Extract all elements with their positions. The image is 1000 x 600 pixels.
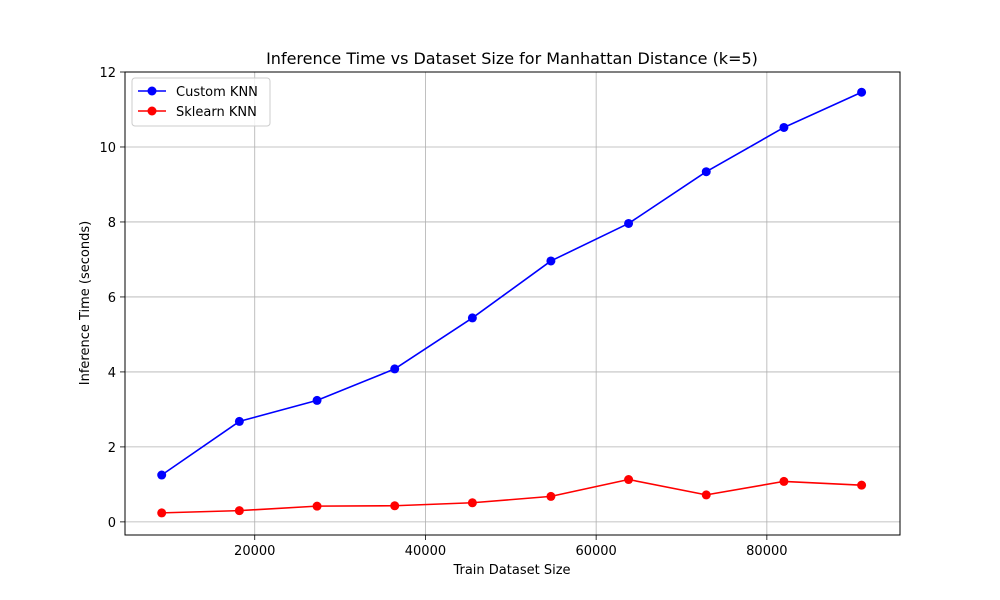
y-axis-ticks: 0 2 4 6 8 10 12 [99,66,125,531]
legend-box [131,77,271,127]
data-point-sklearn-knn [312,501,322,511]
x-tick-label: 40000 [405,544,446,559]
legend: Custom KNN Sklearn KNN [131,77,271,127]
data-point-sklearn-knn [390,501,400,511]
data-point-custom-knn [624,218,634,228]
data-point-sklearn-knn [467,498,477,508]
x-axis-label: Train Dataset Size [452,563,570,578]
data-point-sklearn-knn [546,491,556,501]
data-point-sklearn-knn [157,508,167,518]
data-point-sklearn-knn [234,506,244,516]
data-point-custom-knn [546,256,556,266]
y-tick-label: 12 [99,66,116,81]
plot-frame [124,71,901,536]
legend-label-sklearn-knn: Sklearn KNN [176,105,257,120]
x-axis-ticks: 20000 40000 60000 80000 [234,535,788,559]
x-tick-label: 60000 [575,544,616,559]
data-point-sklearn-knn [701,490,711,500]
data-point-sklearn-knn [624,475,634,485]
series-line-custom-knn [161,91,862,476]
data-point-sklearn-knn [779,476,789,486]
legend-marker-sklearn-knn [147,106,157,116]
data-point-custom-knn [779,122,789,132]
data-point-custom-knn [701,167,711,177]
series-line-sklearn-knn [161,478,862,514]
y-tick-label: 4 [108,366,116,381]
y-tick-label: 6 [108,291,116,306]
data-point-custom-knn [312,395,322,405]
x-tick-label: 80000 [746,544,787,559]
series-layer [157,87,867,518]
data-point-custom-knn [234,416,244,426]
data-point-custom-knn [390,364,400,374]
y-tick-label: 10 [99,141,116,156]
data-point-custom-knn [157,470,167,480]
data-point-sklearn-knn [857,480,867,490]
y-tick-label: 2 [108,441,116,456]
legend-label-custom-knn: Custom KNN [176,85,258,100]
y-tick-label: 0 [108,516,116,531]
y-axis-label: Inference Time (seconds) [78,221,93,385]
data-point-custom-knn [857,87,867,97]
chart-title: Inference Time vs Dataset Size for Manha… [266,49,758,68]
legend-marker-custom-knn [147,86,157,96]
x-tick-label: 20000 [234,544,275,559]
data-point-custom-knn [467,313,477,323]
y-tick-label: 8 [108,216,116,231]
